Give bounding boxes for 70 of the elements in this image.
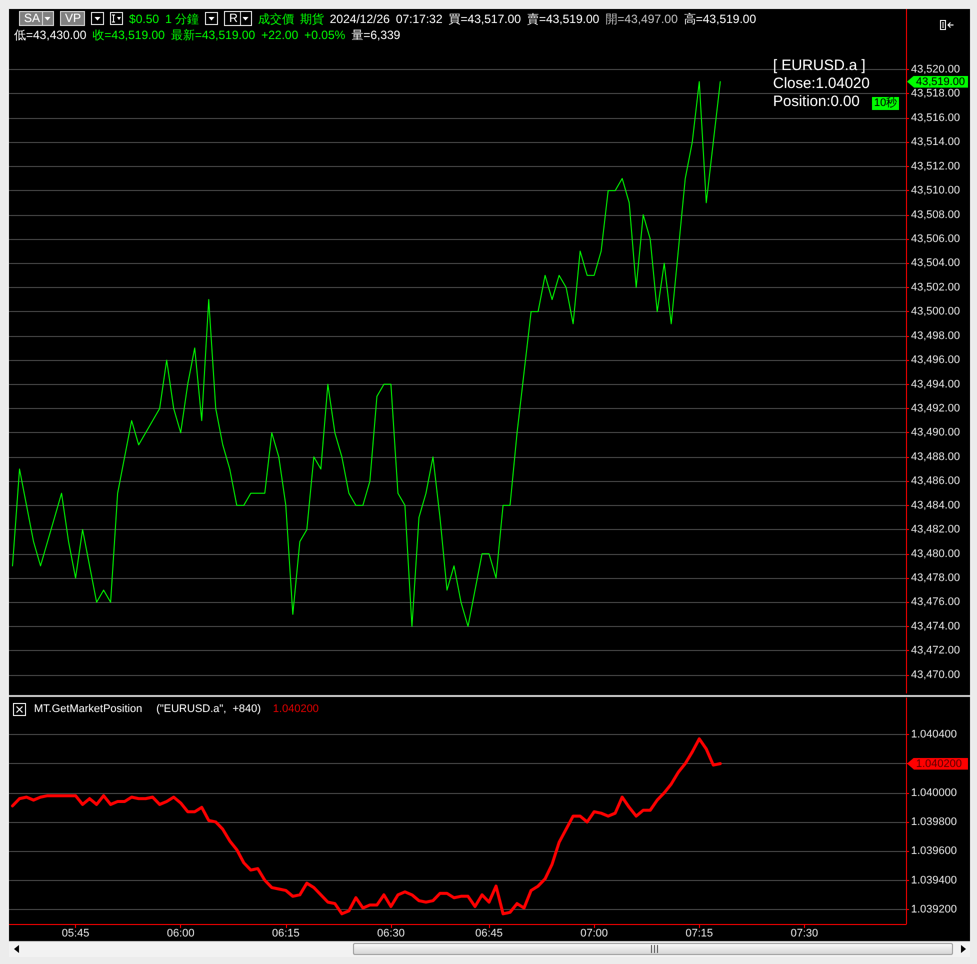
annotation: 高=43,519.00	[684, 12, 756, 26]
annotation: $0.50	[129, 12, 160, 26]
y-tick-label: 43,488.00	[911, 450, 960, 463]
line-series	[11, 737, 722, 916]
y-tick-label: 43,508.00	[911, 208, 960, 221]
y-tick-label: 43,470.00	[911, 668, 960, 681]
annotation: Position:0.00	[773, 93, 860, 111]
annotation: VP	[63, 11, 84, 25]
y-tick-label: 43,494.00	[911, 378, 960, 390]
line-series	[12, 81, 721, 627]
y-tick-label: 43,478.00	[911, 572, 960, 584]
x-tick-label: 07:00	[580, 928, 608, 940]
chart-subtitle: ("EURUSD.a", +840)	[156, 702, 261, 716]
annotation: 開=43,497.00	[605, 12, 678, 26]
text: 1.040200	[915, 758, 962, 770]
y-tick-label: 1.039200	[911, 903, 957, 916]
chart-title: MT.GetMarketPosition	[34, 702, 142, 716]
y-tick-label: 43,486.00	[911, 475, 960, 488]
annotation: +0.05%	[304, 28, 346, 42]
annotation: 1.040200	[272, 702, 319, 716]
annotation: 低=43,430.00	[14, 28, 86, 42]
annotation: 期貨	[300, 12, 324, 26]
y-tick-label: 43,482.00	[911, 524, 960, 536]
y-tick-label: 43,476.00	[911, 596, 960, 608]
y-tick-label: 43,498.00	[911, 330, 960, 342]
y-tick-label: 43,506.00	[911, 233, 960, 246]
annotation: 1 分鐘	[165, 12, 200, 26]
annotation: 2024/12/26	[330, 12, 390, 26]
y-tick-label: 43,492.00	[911, 402, 960, 415]
annotation: 10秒	[872, 97, 900, 110]
y-tick-label: 43,516.00	[911, 112, 960, 124]
y-tick-label: 43,510.00	[911, 184, 960, 197]
x-tick-label: 06:00	[166, 928, 194, 940]
y-tick-label: 43,504.00	[911, 257, 960, 270]
annotation: 量=6,339	[351, 28, 400, 42]
y-tick-label: 43,514.00	[911, 136, 960, 148]
annotation: [ EURUSD.a ]	[773, 57, 866, 75]
y-tick-label: 1.039400	[911, 874, 957, 886]
y-tick-label: 43,496.00	[911, 354, 960, 366]
y-tick-label: 43,472.00	[911, 644, 960, 657]
x-tick-label: 06:15	[272, 928, 300, 940]
x-tick-label: 07:15	[686, 928, 714, 940]
x-tick-label: 06:45	[475, 928, 503, 940]
y-tick-label: 43,474.00	[911, 620, 960, 632]
y-tick-label: 43,518.00	[911, 88, 960, 100]
annotation: R	[228, 11, 239, 25]
y-tick-label: 1.040400	[911, 728, 957, 740]
annotation: 收=43,519.00	[92, 28, 165, 42]
x-tick-label: 07:30	[790, 928, 818, 940]
annotation: 07:17:32	[396, 12, 443, 26]
y-tick-label: 43,520.00	[911, 64, 960, 76]
y-tick-label: 1.040000	[911, 786, 957, 799]
y-tick-label: 43,512.00	[911, 160, 960, 172]
annotation: SA	[23, 11, 42, 25]
annotation: 最新=43,519.00	[170, 28, 256, 42]
annotation: 成交價	[258, 12, 294, 26]
x-tick-label: 05:45	[62, 928, 90, 940]
x-tick-label: 06:30	[377, 928, 405, 940]
y-tick-label: 43,490.00	[911, 426, 960, 439]
y-tick-label: 43,480.00	[911, 548, 960, 560]
y-tick-label: 1.039600	[911, 845, 957, 858]
annotation: 賣=43,519.00	[526, 12, 600, 26]
text: 43,519.00	[907, 76, 965, 88]
annotation: +22.00	[261, 28, 298, 42]
y-tick-label: 43,484.00	[911, 499, 960, 512]
annotation: Close:1.04020	[773, 75, 870, 93]
y-tick-label: 1.039800	[911, 816, 957, 828]
y-tick-label: 43,502.00	[911, 281, 960, 294]
annotation: 買=43,517.00	[448, 12, 521, 26]
y-tick-label: 43,500.00	[911, 306, 960, 318]
